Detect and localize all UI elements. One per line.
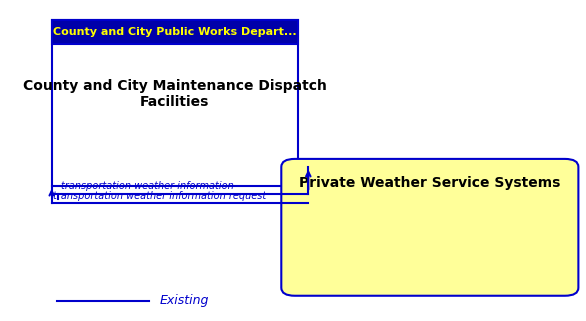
FancyBboxPatch shape	[52, 21, 298, 186]
Bar	[52, 21, 298, 44]
Text: Private Weather Service Systems: Private Weather Service Systems	[299, 176, 561, 190]
FancyBboxPatch shape	[281, 159, 578, 296]
Text: transportation weather information request: transportation weather information reque…	[53, 191, 267, 201]
Text: County and City Maintenance Dispatch
Facilities: County and City Maintenance Dispatch Fac…	[23, 79, 326, 109]
Text: County and City Public Works Depart...: County and City Public Works Depart...	[53, 27, 297, 38]
Text: transportation weather information: transportation weather information	[62, 181, 234, 191]
Text: Existing: Existing	[160, 294, 209, 307]
